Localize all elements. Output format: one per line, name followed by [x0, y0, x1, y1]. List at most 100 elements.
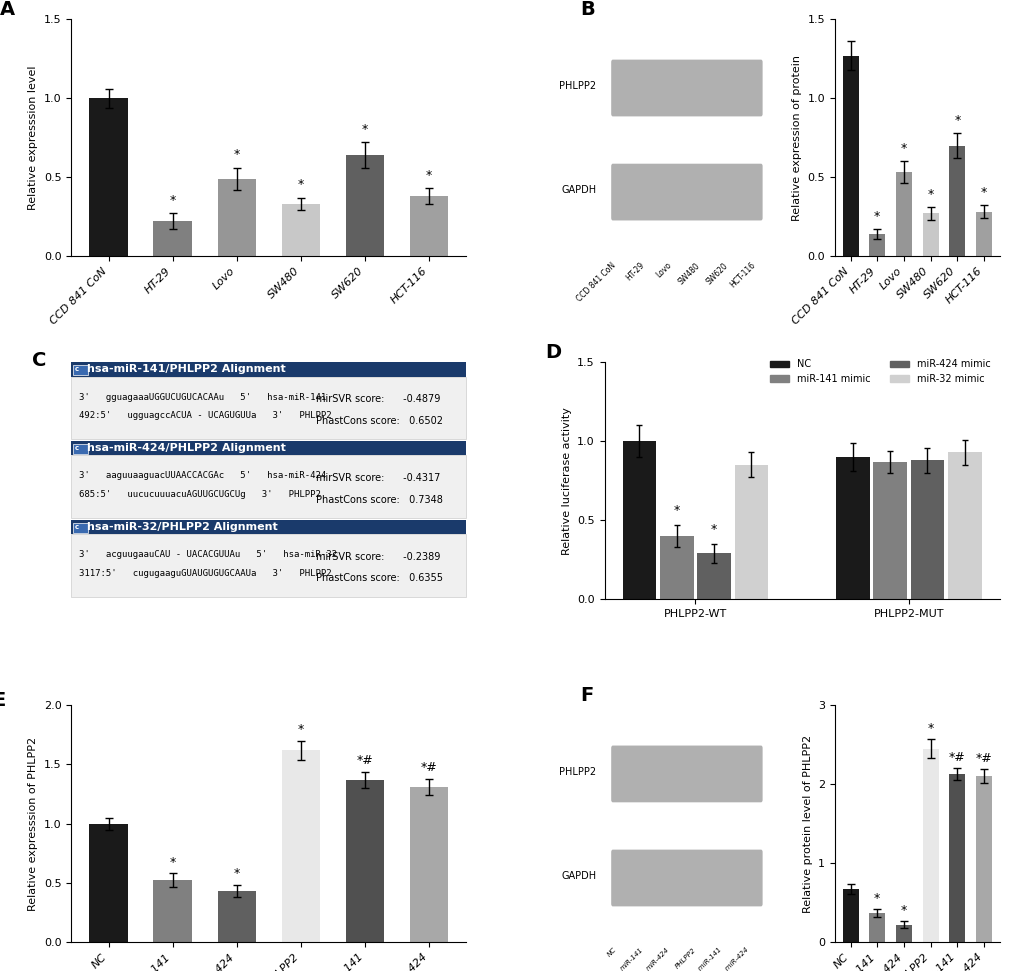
- Text: *: *: [169, 855, 175, 868]
- Text: GAPDH: GAPDH: [560, 871, 596, 881]
- Text: *#: *#: [975, 753, 991, 765]
- Bar: [842, 55, 858, 256]
- Text: mirSVR score:      -0.4879: mirSVR score: -0.4879: [316, 394, 440, 405]
- Text: *: *: [426, 169, 432, 182]
- FancyBboxPatch shape: [610, 164, 762, 220]
- Bar: [281, 204, 320, 256]
- Y-axis label: Relative expresssion of PHLPP2: Relative expresssion of PHLPP2: [29, 737, 39, 911]
- Text: *: *: [169, 194, 175, 207]
- Text: HT-29: HT-29: [624, 260, 645, 283]
- Text: *: *: [233, 149, 239, 161]
- Bar: [868, 913, 884, 942]
- Text: *#: *#: [948, 751, 965, 763]
- Text: F: F: [580, 686, 593, 705]
- Text: D: D: [545, 344, 560, 362]
- Text: 3'   gguagaaaUGGUCUGUCACAAu   5'   hsa-miR-141: 3' gguagaaaUGGUCUGUCACAAu 5' hsa-miR-141: [79, 392, 326, 402]
- Text: 3'   aaguuaaguacUUAACCACGAc   5'   hsa-miR-424: 3' aaguuaaguacUUAACCACGAc 5' hsa-miR-424: [79, 471, 326, 481]
- Bar: [975, 212, 991, 256]
- Bar: [895, 173, 911, 256]
- Text: *: *: [980, 186, 986, 199]
- Text: HCT-116: HCT-116: [728, 260, 757, 289]
- FancyBboxPatch shape: [610, 746, 762, 802]
- Bar: [345, 155, 384, 256]
- Bar: [697, 553, 731, 599]
- FancyBboxPatch shape: [610, 59, 762, 117]
- Text: SW480: SW480: [676, 260, 701, 285]
- Y-axis label: Relative protein level of PHLPP2: Relative protein level of PHLPP2: [802, 734, 812, 913]
- Text: *: *: [873, 891, 879, 905]
- Text: Lovo: Lovo: [654, 260, 674, 280]
- FancyBboxPatch shape: [71, 362, 466, 377]
- FancyBboxPatch shape: [71, 377, 466, 439]
- Text: PHLPP2: PHLPP2: [558, 766, 596, 777]
- Text: 3117:5'   cugugaaguGUAUGUGUGCAAUa   3'   PHLPP2: 3117:5' cugugaaguGUAUGUGUGCAAUa 3' PHLPP…: [79, 569, 331, 578]
- Text: C: C: [32, 351, 46, 370]
- Text: *: *: [954, 114, 960, 126]
- Text: *: *: [710, 522, 716, 536]
- Bar: [975, 776, 991, 942]
- Bar: [947, 452, 980, 599]
- Text: PHLPP2: PHLPP2: [558, 81, 596, 90]
- FancyBboxPatch shape: [73, 365, 88, 376]
- Y-axis label: Relative luciferase activity: Relative luciferase activity: [561, 407, 572, 554]
- Text: *: *: [362, 123, 368, 136]
- Text: *: *: [298, 179, 304, 191]
- FancyBboxPatch shape: [73, 445, 88, 454]
- Bar: [949, 146, 964, 256]
- Bar: [90, 98, 127, 256]
- Text: *: *: [233, 867, 239, 881]
- FancyBboxPatch shape: [71, 534, 466, 596]
- Bar: [836, 457, 869, 599]
- Text: mirSVR score:      -0.2389: mirSVR score: -0.2389: [316, 552, 440, 562]
- Bar: [842, 889, 858, 942]
- FancyBboxPatch shape: [71, 455, 466, 518]
- Bar: [153, 221, 192, 256]
- Y-axis label: Relative expression of protein: Relative expression of protein: [792, 54, 801, 220]
- FancyBboxPatch shape: [610, 850, 762, 906]
- Text: *: *: [873, 210, 879, 222]
- Text: hsa-miR-424/PHLPP2 Alignment: hsa-miR-424/PHLPP2 Alignment: [87, 444, 285, 453]
- Bar: [922, 749, 937, 942]
- Bar: [345, 780, 384, 942]
- Bar: [153, 881, 192, 942]
- Bar: [922, 214, 937, 256]
- Legend: NC, miR-141 mimic, miR-424 mimic, miR-32 mimic: NC, miR-141 mimic, miR-424 mimic, miR-32…: [765, 355, 994, 388]
- Text: CCD 841 CoN: CCD 841 CoN: [575, 260, 618, 303]
- FancyBboxPatch shape: [71, 520, 466, 534]
- Bar: [868, 234, 884, 256]
- Text: *: *: [900, 142, 906, 155]
- Text: *: *: [900, 904, 906, 918]
- Text: *: *: [298, 723, 304, 736]
- Bar: [410, 196, 448, 256]
- Text: 3'   acguugaauCAU - UACACGUUAu   5'   hsa-miR-32: 3' acguugaauCAU - UACACGUUAu 5' hsa-miR-…: [79, 551, 337, 559]
- Text: E: E: [0, 691, 6, 710]
- Text: PhastCons score:   0.6355: PhastCons score: 0.6355: [316, 574, 443, 584]
- Y-axis label: Relative expresssion level: Relative expresssion level: [29, 65, 39, 210]
- Text: mirSVR score:      -0.4317: mirSVR score: -0.4317: [316, 473, 440, 484]
- Bar: [895, 924, 911, 942]
- Text: c: c: [74, 366, 78, 373]
- Bar: [622, 441, 655, 599]
- Text: NC: NC: [605, 947, 618, 958]
- Bar: [281, 751, 320, 942]
- Text: 492:5'   ugguagccACUA - UCAGUGUUa   3'   PHLPP2: 492:5' ugguagccACUA - UCAGUGUUa 3' PHLPP…: [79, 412, 331, 420]
- Bar: [217, 179, 256, 256]
- Text: A: A: [0, 1, 15, 19]
- Text: c: c: [74, 446, 78, 452]
- Bar: [217, 891, 256, 942]
- Text: SW620: SW620: [704, 260, 729, 285]
- Text: hsa-miR-32/PHLPP2 Alignment: hsa-miR-32/PHLPP2 Alignment: [87, 522, 277, 532]
- Text: c: c: [74, 524, 78, 530]
- Bar: [734, 465, 767, 599]
- FancyBboxPatch shape: [71, 441, 466, 455]
- Bar: [949, 774, 964, 942]
- Bar: [659, 536, 693, 599]
- Text: PHLPP2 + miR-424: PHLPP2 + miR-424: [697, 947, 749, 971]
- Bar: [90, 823, 127, 942]
- Text: miR-424: miR-424: [645, 947, 669, 971]
- Text: PHLPP2: PHLPP2: [674, 947, 696, 969]
- Text: *#: *#: [421, 761, 437, 774]
- Text: PhastCons score:   0.6502: PhastCons score: 0.6502: [316, 416, 443, 425]
- Text: B: B: [580, 1, 594, 19]
- Text: PHLPP2 + miR-141: PHLPP2 + miR-141: [672, 947, 722, 971]
